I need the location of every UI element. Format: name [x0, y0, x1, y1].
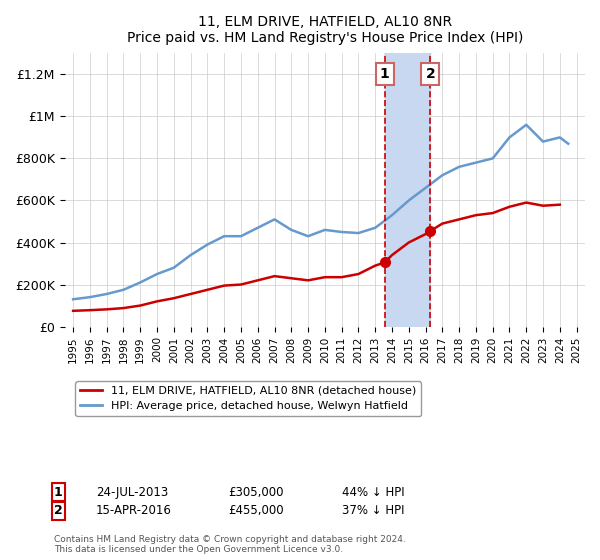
Text: £305,000: £305,000 [228, 486, 284, 498]
Text: 24-JUL-2013: 24-JUL-2013 [96, 486, 168, 498]
Bar [385, 53, 430, 326]
Text: Contains HM Land Registry data © Crown copyright and database right 2024.
This d: Contains HM Land Registry data © Crown c… [54, 535, 406, 554]
Text: 2: 2 [425, 67, 436, 81]
Text: 1: 1 [54, 486, 63, 498]
Text: 2: 2 [54, 504, 63, 517]
Text: 1: 1 [380, 67, 389, 81]
Text: 37% ↓ HPI: 37% ↓ HPI [342, 504, 404, 517]
Title: 11, ELM DRIVE, HATFIELD, AL10 8NR
Price paid vs. HM Land Registry's House Price : 11, ELM DRIVE, HATFIELD, AL10 8NR Price … [127, 15, 523, 45]
Text: 44% ↓ HPI: 44% ↓ HPI [342, 486, 404, 498]
Legend: 11, ELM DRIVE, HATFIELD, AL10 8NR (detached house), HPI: Average price, detached: 11, ELM DRIVE, HATFIELD, AL10 8NR (detac… [76, 381, 421, 416]
Text: £455,000: £455,000 [228, 504, 284, 517]
Text: 15-APR-2016: 15-APR-2016 [96, 504, 172, 517]
